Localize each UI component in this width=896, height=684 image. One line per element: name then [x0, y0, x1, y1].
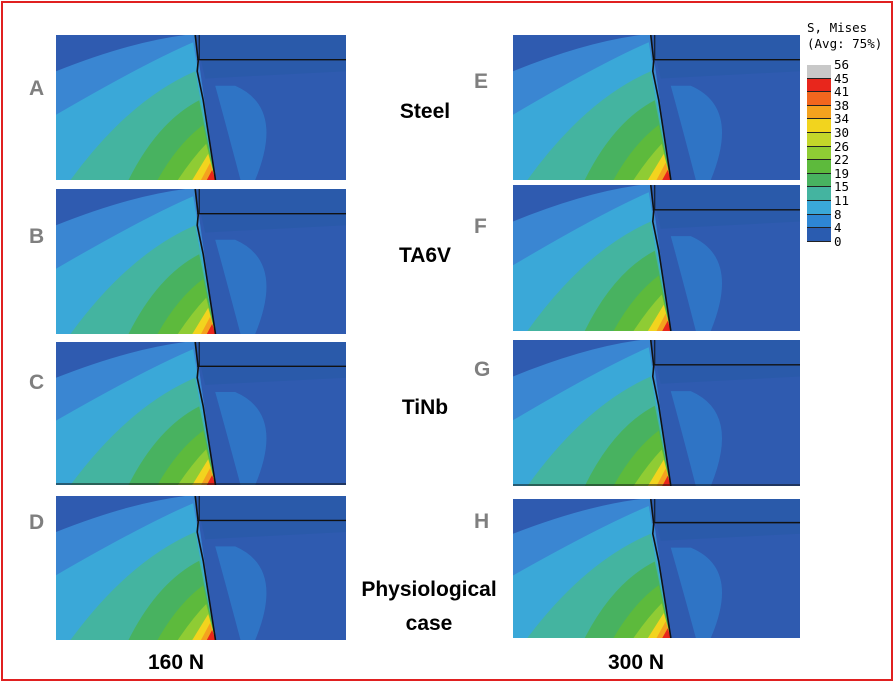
- stress-field-map: [513, 185, 800, 331]
- material-steel: Steel: [399, 100, 451, 123]
- material-physiological: Physiological case: [361, 578, 497, 635]
- legend-tick-label: 22: [834, 152, 850, 168]
- legend-swatch: [807, 187, 831, 201]
- stress-panel-g: [513, 340, 800, 486]
- legend-swatch: [807, 214, 831, 229]
- legend-swatch: [807, 65, 831, 79]
- material-ta6v: TA6V: [398, 244, 452, 267]
- legend-swatch: [807, 105, 831, 120]
- stress-field-map: [56, 189, 346, 334]
- stress-field-map: [56, 342, 346, 485]
- legend-tick-label: 56: [834, 57, 850, 72]
- legend-tick-label: 19: [834, 165, 850, 181]
- legend-swatch: [807, 119, 831, 133]
- legend-tick-label: 30: [834, 125, 850, 140]
- legend-swatch: [807, 160, 831, 174]
- stress-field-map: [56, 35, 346, 180]
- stress-field-map: [56, 496, 346, 640]
- legend-swatch: [807, 146, 831, 161]
- stress-panel-d: [56, 496, 346, 640]
- label-d: D: [29, 511, 45, 534]
- legend-swatch: [807, 228, 831, 242]
- stress-panel-e: [513, 35, 800, 180]
- legend-tick-label: 34: [834, 111, 850, 127]
- legend-swatch: [807, 173, 831, 188]
- label-f: F: [474, 215, 487, 238]
- legend-color-scale: [807, 65, 831, 242]
- stress-field-map: [513, 340, 800, 486]
- legend-tick-label: 41: [834, 84, 850, 100]
- stress-panel-b: [56, 189, 346, 334]
- label-a: A: [29, 77, 45, 100]
- legend-tick-label: 4: [834, 220, 842, 236]
- material-tinb: TiNb: [401, 396, 449, 419]
- legend-tick-label: 0: [834, 233, 842, 249]
- label-g: G: [474, 358, 491, 381]
- legend-tick-label: 11: [834, 193, 850, 208]
- legend-tick-label: 38: [834, 97, 850, 113]
- legend-swatch: [807, 132, 831, 147]
- legend-tick-label: 15: [834, 179, 850, 195]
- force-label-left: 160 N: [148, 651, 205, 674]
- stress-field-map: [513, 35, 800, 180]
- stress-panel-h: [513, 499, 800, 638]
- legend-title-line2: (Avg: 75%): [807, 36, 883, 51]
- label-b: B: [29, 225, 45, 248]
- label-h: H: [474, 510, 490, 533]
- stress-panel-c: [56, 342, 346, 485]
- legend-tick-label: 45: [834, 70, 850, 86]
- legend-tick-label: 8: [834, 206, 842, 222]
- legend-swatch: [807, 78, 831, 93]
- stress-field-map: [513, 499, 800, 638]
- legend-tick-label: 26: [834, 138, 850, 154]
- label-c: C: [29, 371, 45, 394]
- force-label-right: 300 N: [608, 651, 665, 674]
- stress-panel-f: [513, 185, 800, 331]
- legend-title-line1: S, Mises: [807, 20, 868, 35]
- legend-swatch: [807, 200, 831, 215]
- stress-panel-a: [56, 35, 346, 180]
- label-e: E: [474, 70, 489, 93]
- legend-swatch: [807, 92, 831, 106]
